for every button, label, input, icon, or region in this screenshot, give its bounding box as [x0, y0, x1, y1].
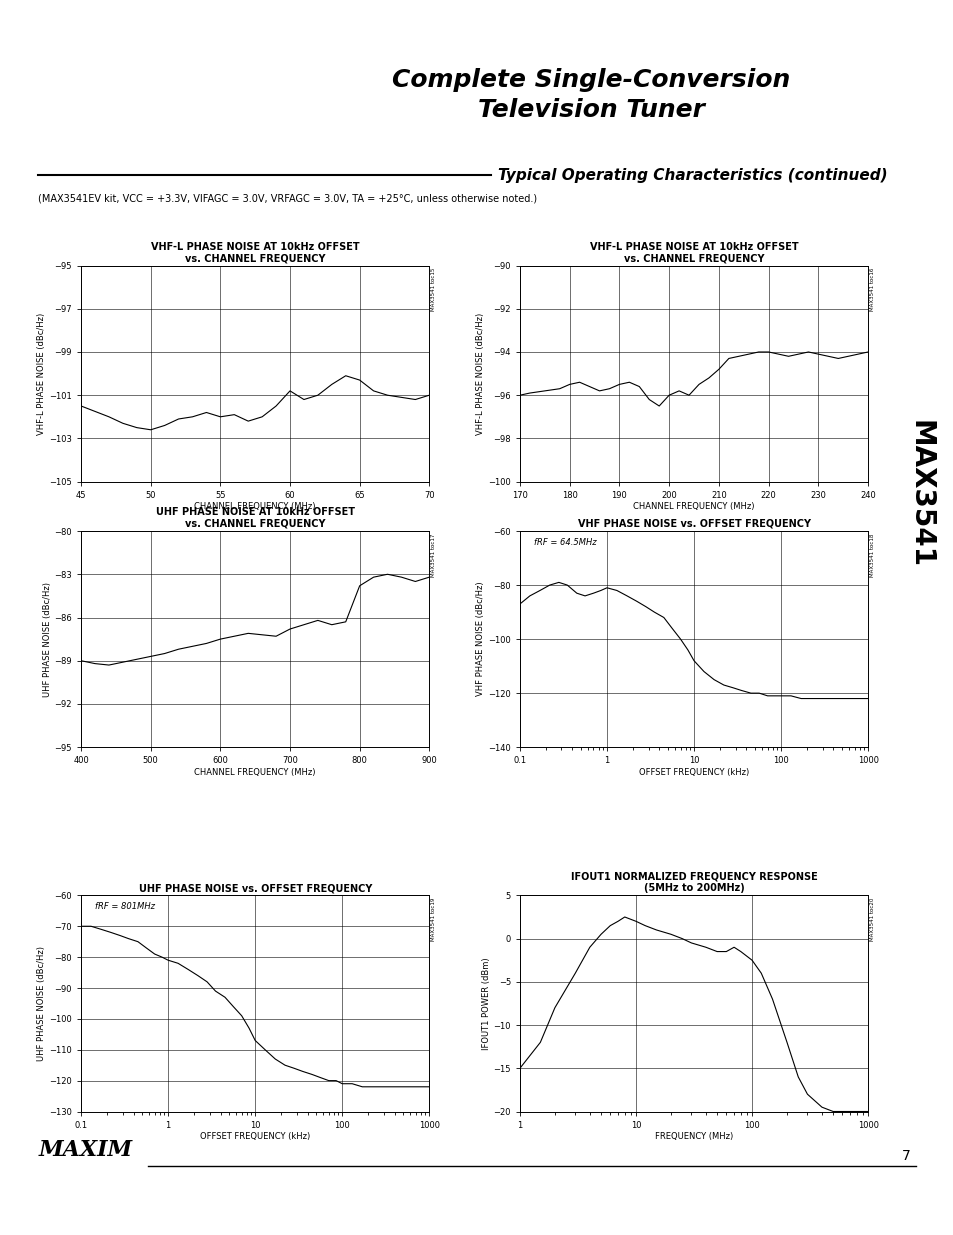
Title: UHF PHASE NOISE vs. OFFSET FREQUENCY: UHF PHASE NOISE vs. OFFSET FREQUENCY: [138, 883, 372, 893]
Text: Typical Operating Characteristics (continued): Typical Operating Characteristics (conti…: [497, 168, 886, 183]
X-axis label: CHANNEL FREQUENCY (MHz): CHANNEL FREQUENCY (MHz): [194, 768, 315, 777]
Text: MAX3541: MAX3541: [905, 420, 934, 568]
Y-axis label: UHF PHASE NOISE (dBc/Hz): UHF PHASE NOISE (dBc/Hz): [37, 946, 47, 1061]
Text: 7: 7: [902, 1150, 910, 1163]
Text: Complete Single-Conversion
Television Tuner: Complete Single-Conversion Television Tu…: [392, 68, 790, 121]
Y-axis label: VHF-L PHASE NOISE (dBc/Hz): VHF-L PHASE NOISE (dBc/Hz): [476, 312, 485, 435]
X-axis label: OFFSET FREQUENCY (kHz): OFFSET FREQUENCY (kHz): [200, 1132, 310, 1141]
Text: MAX3541 toc18: MAX3541 toc18: [869, 534, 874, 577]
X-axis label: CHANNEL FREQUENCY (MHz): CHANNEL FREQUENCY (MHz): [194, 503, 315, 511]
Title: VHF-L PHASE NOISE AT 10kHz OFFSET
vs. CHANNEL FREQUENCY: VHF-L PHASE NOISE AT 10kHz OFFSET vs. CH…: [151, 242, 359, 263]
Y-axis label: UHF PHASE NOISE (dBc/Hz): UHF PHASE NOISE (dBc/Hz): [43, 582, 51, 697]
Text: MAX3541 toc16: MAX3541 toc16: [869, 268, 874, 311]
Text: fRF = 801MHz: fRF = 801MHz: [95, 902, 154, 911]
Title: UHF PHASE NOISE AT 10kHz OFFSET
vs. CHANNEL FREQUENCY: UHF PHASE NOISE AT 10kHz OFFSET vs. CHAN…: [155, 508, 355, 529]
Y-axis label: VHF PHASE NOISE (dBc/Hz): VHF PHASE NOISE (dBc/Hz): [476, 582, 485, 697]
X-axis label: OFFSET FREQUENCY (kHz): OFFSET FREQUENCY (kHz): [639, 768, 748, 777]
Text: (MAX3541EV kit, VCC = +3.3V, VIFAGC = 3.0V, VRFAGC = 3.0V, TA = +25°C, unless ot: (MAX3541EV kit, VCC = +3.3V, VIFAGC = 3.…: [38, 194, 537, 204]
Text: MAX3541 toc20: MAX3541 toc20: [869, 898, 874, 941]
Title: VHF-L PHASE NOISE AT 10kHz OFFSET
vs. CHANNEL FREQUENCY: VHF-L PHASE NOISE AT 10kHz OFFSET vs. CH…: [589, 242, 798, 263]
Title: VHF PHASE NOISE vs. OFFSET FREQUENCY: VHF PHASE NOISE vs. OFFSET FREQUENCY: [577, 519, 810, 529]
Text: fRF = 64.5MHz: fRF = 64.5MHz: [534, 537, 596, 547]
Text: MAX3541 toc19: MAX3541 toc19: [431, 898, 436, 941]
Text: MAX3541 toc17: MAX3541 toc17: [431, 534, 436, 577]
Title: IFOUT1 NORMALIZED FREQUENCY RESPONSE
(5MHz to 200MHz): IFOUT1 NORMALIZED FREQUENCY RESPONSE (5M…: [570, 872, 817, 893]
Y-axis label: VHF-L PHASE NOISE (dBc/Hz): VHF-L PHASE NOISE (dBc/Hz): [37, 312, 47, 435]
Text: MAXIM: MAXIM: [38, 1139, 132, 1161]
X-axis label: FREQUENCY (MHz): FREQUENCY (MHz): [654, 1132, 733, 1141]
Y-axis label: IFOUT1 POWER (dBm): IFOUT1 POWER (dBm): [481, 957, 490, 1050]
X-axis label: CHANNEL FREQUENCY (MHz): CHANNEL FREQUENCY (MHz): [633, 503, 754, 511]
Text: MAX3541 toc15: MAX3541 toc15: [431, 268, 436, 311]
